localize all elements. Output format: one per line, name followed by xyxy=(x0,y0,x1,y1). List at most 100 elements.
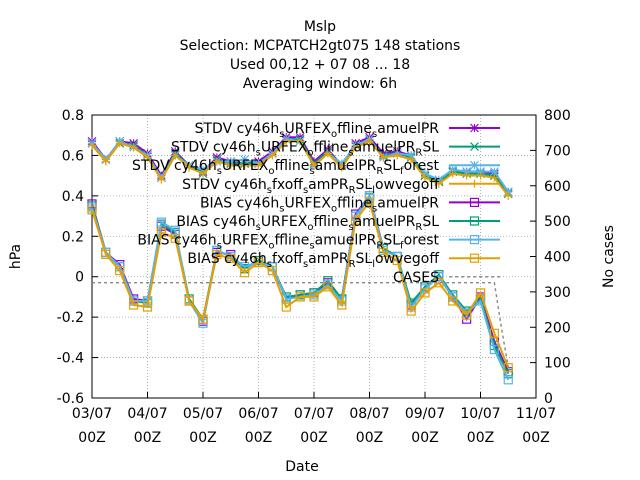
data-point xyxy=(184,296,194,306)
chart-title-line: Mslp xyxy=(304,19,336,35)
data-point xyxy=(101,249,111,260)
data-point xyxy=(185,163,194,172)
data-point xyxy=(448,165,458,174)
data-point xyxy=(420,288,430,298)
x-tick-label: 00Z xyxy=(467,430,494,446)
data-point xyxy=(142,302,153,312)
chart-title-line: Selection: MCPATCH2gt075 148 stations xyxy=(180,38,461,54)
data-point xyxy=(420,169,430,179)
legend-entry: CASES xyxy=(393,270,500,286)
data-point xyxy=(469,253,480,263)
data-point xyxy=(448,169,457,178)
data-point xyxy=(407,155,416,164)
legend-label: CASES xyxy=(393,270,439,286)
legend-label: BIAS cy46hsfxoffsamPRRSLlowvegoff xyxy=(187,251,439,270)
y2-tick-label: 800 xyxy=(544,108,571,124)
data-point xyxy=(170,233,180,243)
legend-label: STDV cy46hsURFEXofflinesamuelPRRSLforest xyxy=(132,158,439,177)
y2-tick-label: 200 xyxy=(544,320,571,336)
x-tick-label: 07/07 xyxy=(294,406,334,422)
y-tick-label: 0 xyxy=(75,270,84,286)
data-point xyxy=(212,153,222,162)
data-point xyxy=(226,157,236,166)
data-point xyxy=(470,160,479,170)
data-point xyxy=(143,153,152,162)
legend-label: BIAS cy46hsURFEXofflinesamuelPR xyxy=(200,195,439,214)
data-point xyxy=(503,363,513,373)
data-point xyxy=(421,173,429,182)
x-tick-label: 00Z xyxy=(78,430,105,446)
y2-tick-label: 700 xyxy=(544,143,571,159)
series-lines xyxy=(87,132,513,385)
x-tick-label: 06/07 xyxy=(238,406,278,422)
y2-tick-label: 400 xyxy=(544,250,571,266)
y-tick-label: -0.6 xyxy=(57,391,84,407)
data-point xyxy=(462,167,472,176)
x-tick-label: 00Z xyxy=(356,430,383,446)
data-point xyxy=(476,171,485,180)
data-point xyxy=(198,165,208,174)
legend-label: BIAS cy46hsURFEXofflinesamuelPRRSL xyxy=(176,214,439,233)
x-tick-label: 09/07 xyxy=(405,406,445,422)
y2-tick-label: 0 xyxy=(544,391,553,407)
series-8 xyxy=(87,197,513,373)
data-point xyxy=(379,153,388,162)
data-point xyxy=(378,247,388,258)
data-point xyxy=(309,157,319,166)
data-point xyxy=(503,375,513,385)
data-point xyxy=(365,137,374,146)
data-point xyxy=(489,328,499,338)
data-point xyxy=(295,292,305,302)
chart-title-line: Used 00,12 + 07 08 ... 18 xyxy=(230,57,410,73)
data-point xyxy=(364,191,375,201)
series-4 xyxy=(88,137,513,200)
y-tick-label: 0.6 xyxy=(62,148,84,164)
legend-entry: STDV cy46hsURFEXofflinesamuelPRRSL xyxy=(171,140,500,159)
y-tick-label: 0.8 xyxy=(62,108,84,124)
legend-entry: STDV cy46hsfxoffsamPRRSLlowvegoff xyxy=(182,177,500,196)
data-point xyxy=(240,268,250,278)
data-point xyxy=(337,300,347,310)
plot-frame xyxy=(91,114,537,399)
data-point xyxy=(295,132,305,142)
data-point xyxy=(337,163,346,172)
data-point xyxy=(310,161,318,170)
data-point xyxy=(489,167,499,176)
data-point xyxy=(351,143,360,152)
y2-tick-label: 500 xyxy=(544,214,571,230)
data-point xyxy=(503,187,513,197)
data-point xyxy=(462,310,472,320)
data-point xyxy=(129,300,139,310)
chart-title-line: Averaging window: 6h xyxy=(243,76,397,92)
data-point xyxy=(469,235,480,245)
data-point xyxy=(115,139,124,148)
data-point xyxy=(240,161,249,170)
data-point xyxy=(156,227,166,237)
y-tick-label: -0.2 xyxy=(57,310,84,326)
data-point xyxy=(323,149,332,158)
data-point xyxy=(240,262,250,272)
series-line xyxy=(91,199,510,369)
data-point xyxy=(470,179,479,188)
legend-entry: STDV cy46hsURFEXofflinesamuelPRRSLforest xyxy=(132,158,500,177)
legend-label: BIAS cy46hsURFEXofflinesamuelPRRSLforest xyxy=(137,233,439,252)
legend-entry: BIAS cy46hsURFEXofflinesamuelPRRSL xyxy=(176,214,500,233)
y-tick-label: 0.2 xyxy=(62,229,84,245)
data-point xyxy=(406,151,416,160)
x-tick-label: 00Z xyxy=(189,430,216,446)
data-point xyxy=(504,191,513,200)
y2-tick-label: 300 xyxy=(544,285,571,301)
x-tick-label: 00Z xyxy=(134,430,161,446)
legend-label: STDV cy46hsfxoffsamPRRSLlowvegoff xyxy=(182,177,439,196)
legend-label: STDV cy46hsURFEXofflinesamuelPRRSL xyxy=(171,140,439,159)
x-tick-label: 00Z xyxy=(245,430,272,446)
data-point xyxy=(212,157,221,166)
x-tick-label: 04/07 xyxy=(127,406,167,422)
x-tick-label: 03/07 xyxy=(72,406,112,422)
x-tick-label: 00Z xyxy=(411,430,438,446)
data-point xyxy=(476,167,485,176)
data-point xyxy=(406,306,416,316)
data-point xyxy=(281,302,291,312)
